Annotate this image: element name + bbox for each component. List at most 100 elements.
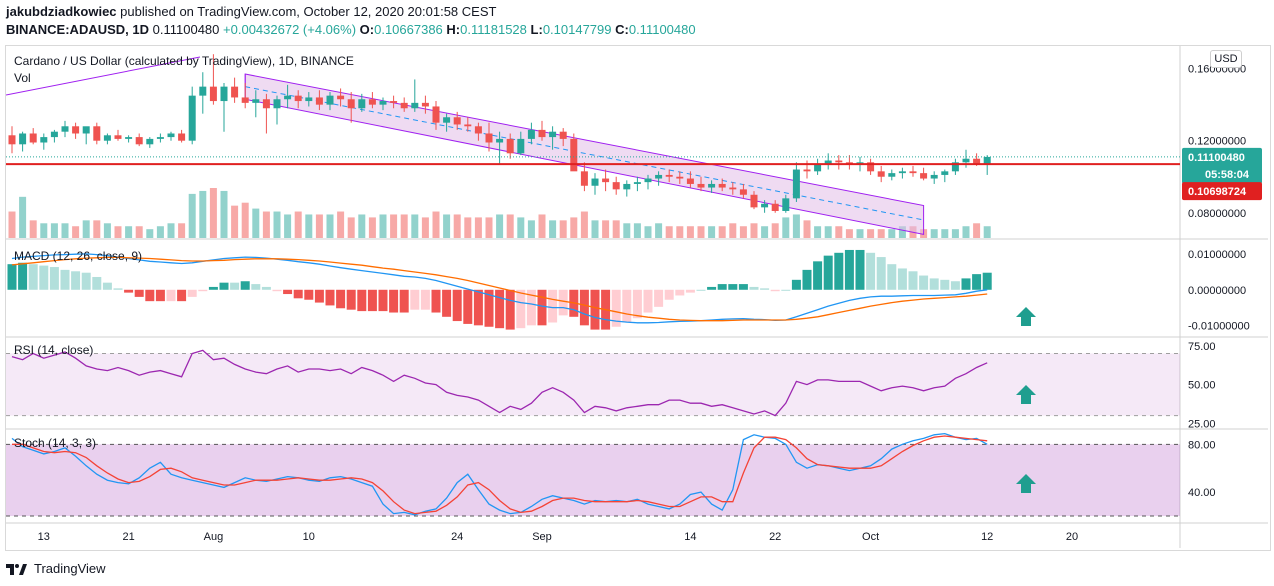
macd-histogram-bar	[643, 289, 653, 313]
macd-histogram-bar	[887, 264, 897, 290]
tradingview-logo-icon[interactable]	[6, 562, 28, 576]
candle-body	[294, 95, 302, 102]
macd-histogram-bar	[49, 267, 59, 290]
candle-body	[761, 203, 769, 208]
up-arrow-icon	[1016, 474, 1036, 493]
open-value: 0.10667386	[374, 22, 443, 37]
author-name[interactable]: jakubdziadkowiec	[6, 4, 117, 19]
candle-body	[284, 95, 292, 100]
macd-histogram-bar	[823, 255, 833, 290]
macd-histogram-bar	[134, 289, 144, 297]
price-change: +0.00432672 (+4.06%)	[223, 22, 357, 37]
candle-body	[411, 102, 419, 109]
publish-date: published on TradingView.com, October 12…	[120, 4, 497, 19]
volume-bar	[570, 217, 578, 238]
macd-histogram-bar	[484, 289, 494, 327]
candle-body	[750, 194, 758, 208]
volume-bar	[665, 226, 673, 238]
candle-body	[315, 97, 323, 105]
last-price: 0.11100480	[152, 22, 220, 37]
macd-histogram-bar	[357, 289, 367, 312]
volume-bar	[199, 190, 207, 238]
candle-body	[103, 135, 111, 141]
volume-bar	[411, 214, 419, 238]
volume-bar	[612, 220, 620, 238]
macd-histogram-bar	[325, 289, 335, 306]
volume-bar	[549, 220, 557, 238]
candle-body	[973, 158, 981, 165]
volume-bar	[814, 226, 822, 238]
volume-bar	[390, 214, 398, 238]
high-value: 0.11181528	[460, 22, 527, 37]
brand-name[interactable]: TradingView	[34, 561, 106, 576]
volume-bar	[326, 214, 334, 238]
volume-bar	[771, 223, 779, 238]
last-price-label: 0.11100480	[1188, 152, 1245, 164]
candle-body	[220, 86, 228, 102]
candle-body	[379, 101, 387, 105]
volume-bar	[633, 223, 641, 238]
volume-bar	[474, 217, 482, 238]
macd-histogram-bar	[929, 278, 939, 290]
volume-bar	[443, 214, 451, 238]
volume-bar	[856, 229, 864, 238]
time-tick-label: 21	[122, 531, 134, 543]
macd-histogram-bar	[60, 269, 70, 290]
volume-bar	[951, 229, 959, 238]
candle-body	[665, 174, 673, 177]
candle-body	[114, 135, 122, 139]
candle-body	[517, 138, 525, 154]
volume-bar	[252, 208, 260, 238]
currency-button[interactable]: USD	[1210, 50, 1242, 68]
macd-histogram-bar	[177, 289, 187, 302]
main-pane-group	[6, 54, 1180, 238]
volume-bar	[824, 226, 832, 238]
macd-histogram-bar	[155, 289, 165, 302]
candle-body	[19, 133, 27, 145]
volume-bar	[538, 214, 546, 238]
support-price-label: 0.10698724	[1188, 186, 1247, 198]
macd-histogram-bar	[18, 262, 28, 290]
low-value: 0.10147799	[542, 22, 612, 37]
macd-histogram-bar	[230, 282, 240, 290]
candle-body	[718, 183, 726, 188]
candle-body	[623, 183, 631, 190]
volume-bar	[146, 229, 154, 238]
macd-histogram-bar	[982, 272, 992, 290]
candle-body	[549, 131, 557, 138]
macd-histogram-bar	[389, 289, 399, 313]
time-tick-label: Sep	[532, 531, 552, 543]
macd-signal-line	[11, 256, 988, 322]
candle-body	[898, 171, 906, 174]
volume-bar	[305, 214, 313, 238]
candle-body	[527, 129, 535, 139]
volume-bar	[135, 226, 143, 238]
volume-bar	[241, 202, 249, 238]
candle-body	[305, 97, 313, 102]
volume-bar	[156, 226, 164, 238]
time-tick-label: 10	[303, 531, 315, 543]
candle-body	[824, 160, 832, 165]
volume-bar	[453, 214, 461, 238]
candle-body	[40, 137, 48, 143]
macd-histogram-bar	[579, 289, 589, 326]
macd-histogram-bar	[92, 276, 102, 290]
macd-histogram-bar	[378, 289, 388, 312]
candle-body	[792, 169, 800, 199]
volume-bar	[29, 220, 37, 238]
candle-body	[368, 99, 376, 105]
candle-body	[644, 178, 652, 183]
macd-histogram-bar	[813, 261, 823, 290]
candle-body	[580, 171, 588, 186]
candle-body	[241, 97, 249, 103]
macd-histogram-bar	[410, 289, 420, 310]
volume-bar	[983, 226, 991, 238]
candle-body	[8, 135, 16, 145]
macd-histogram-bar	[442, 289, 452, 317]
volume-bar	[973, 223, 981, 238]
candle-body	[570, 138, 578, 172]
volume-bar	[220, 190, 228, 238]
rsi-title: RSI (14, close)	[14, 343, 93, 357]
macd-histogram-bar	[791, 279, 801, 290]
